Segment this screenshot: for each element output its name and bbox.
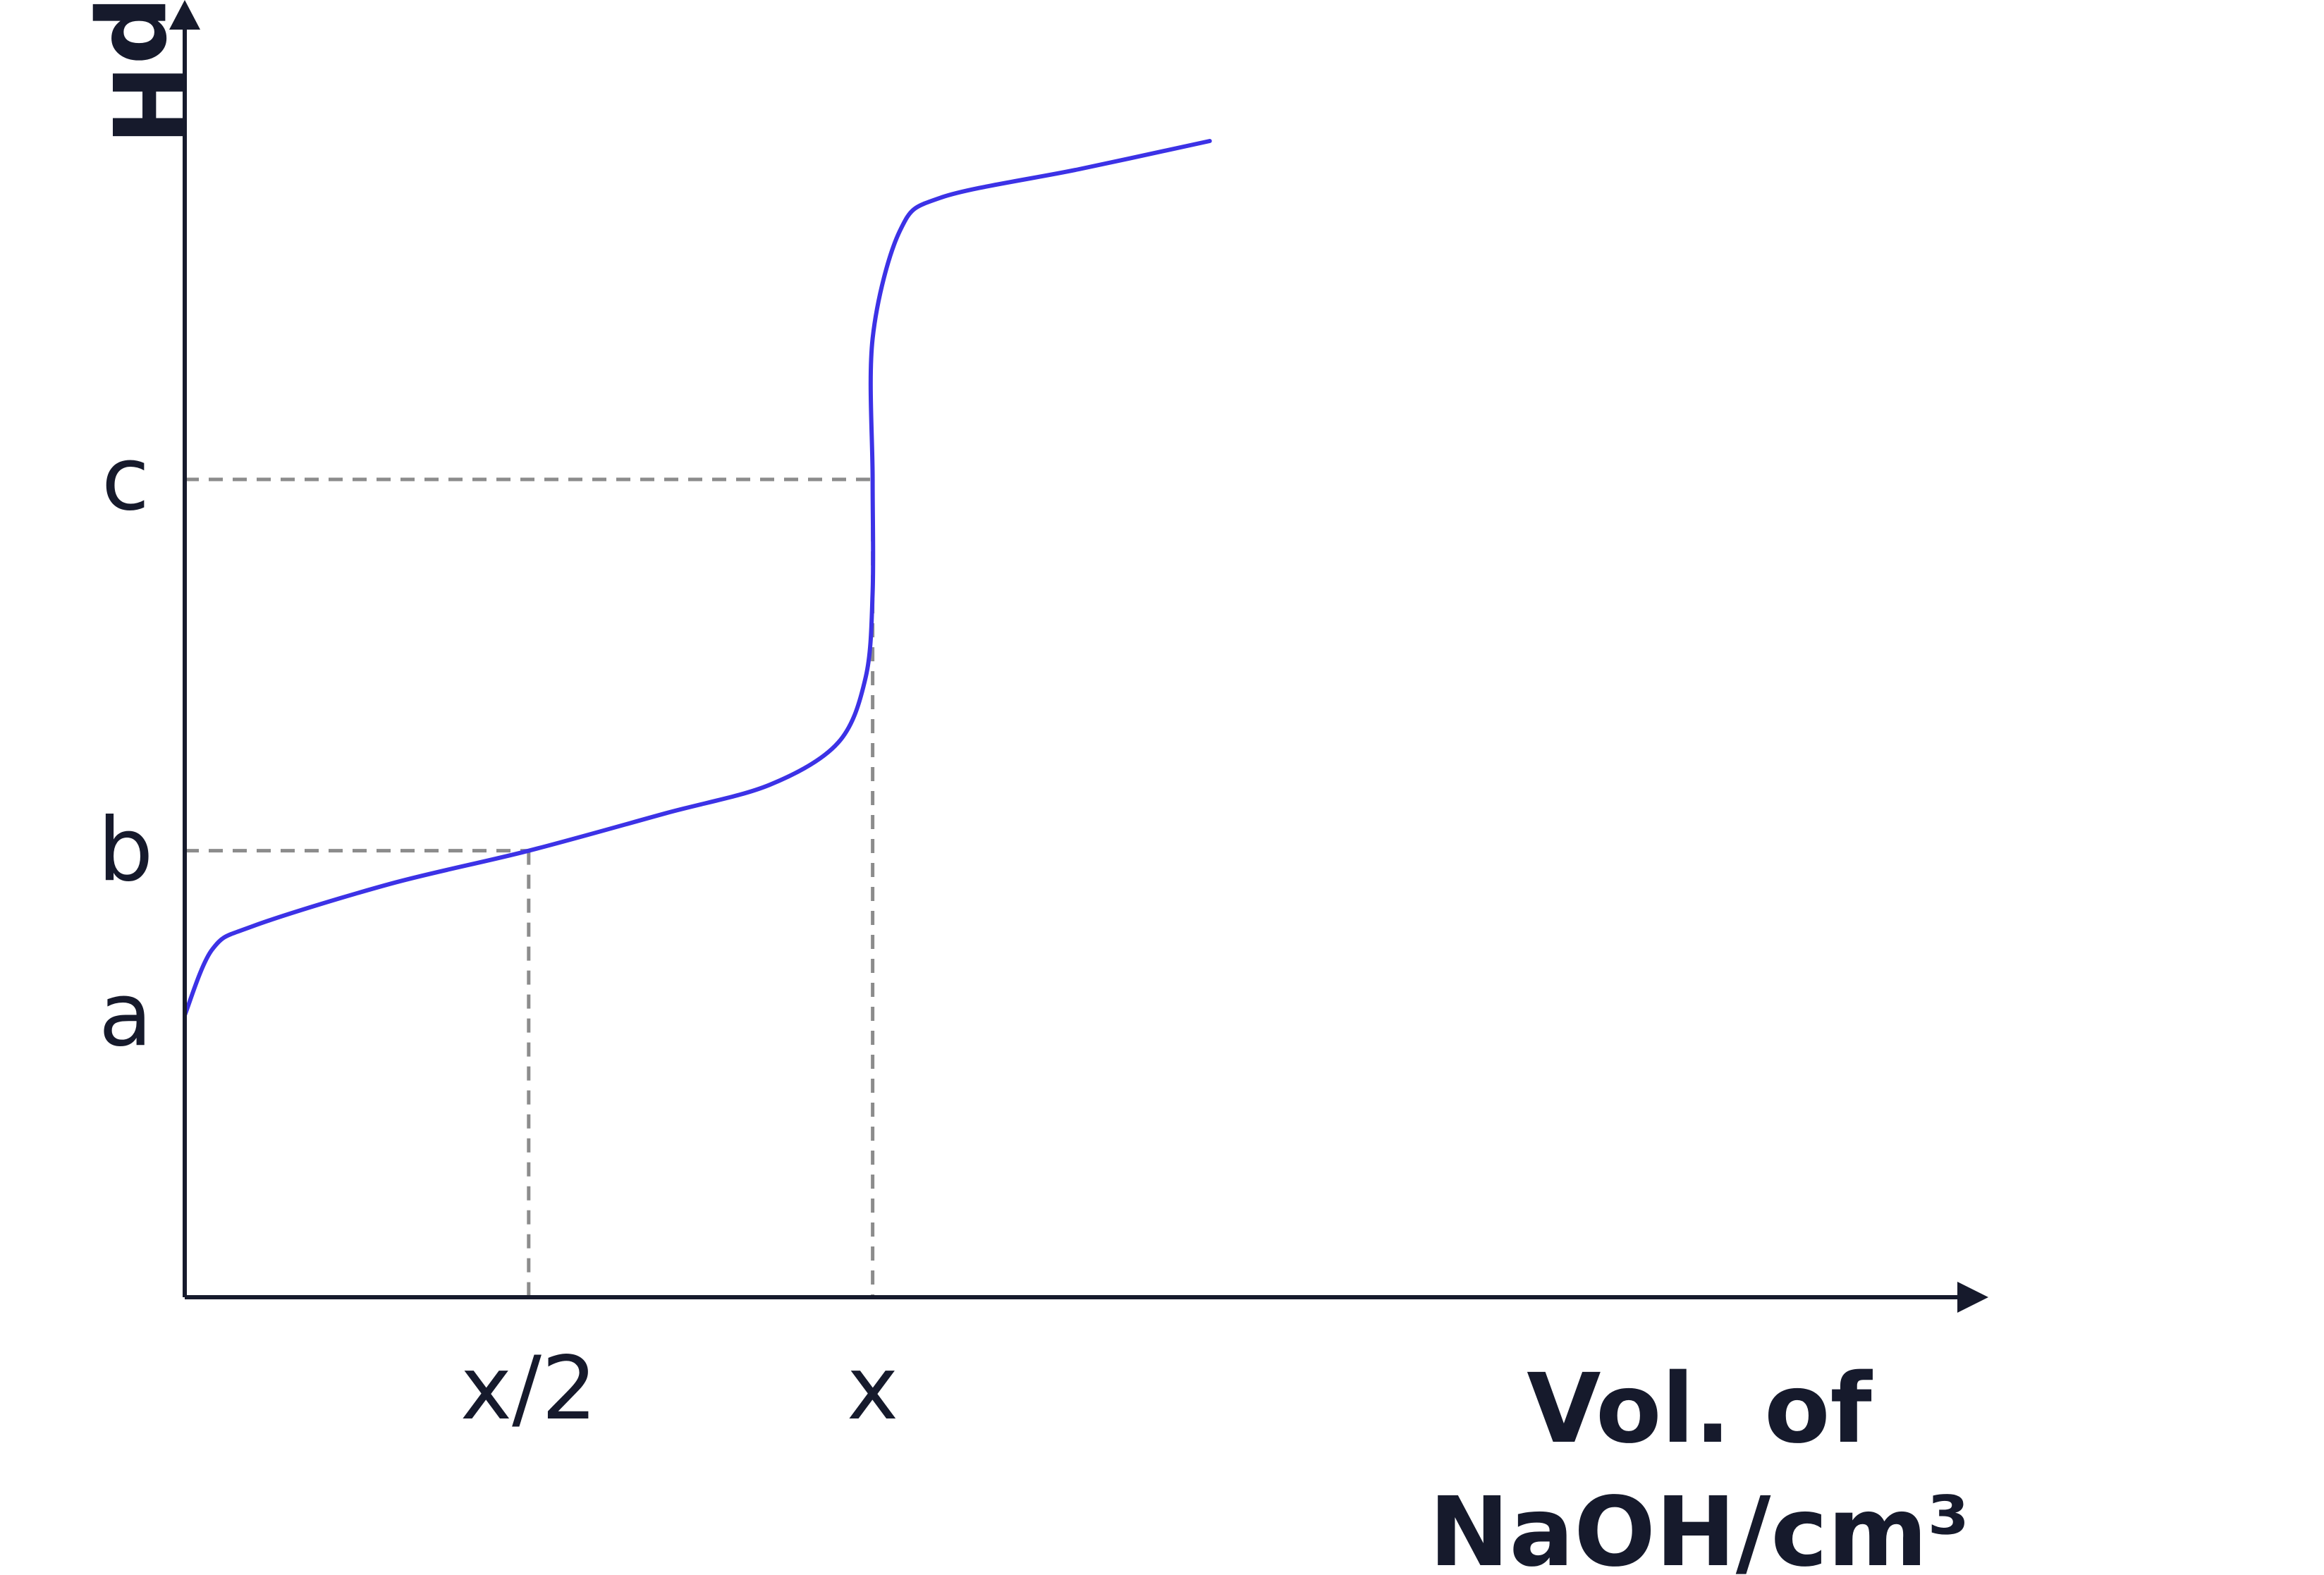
x-tick-label: x/2	[460, 1338, 597, 1440]
titration-curve	[183, 139, 1212, 1017]
axes	[169, 0, 1988, 1313]
x-axis-title-line-2: NaOH/cm³	[1429, 1477, 1970, 1575]
x-tick-label: x	[847, 1338, 898, 1440]
x-tick-labels: x/2 x	[460, 1338, 899, 1440]
y-tick-labels: ab c	[98, 429, 154, 1066]
y-tick-label: b	[98, 800, 154, 902]
guide-lines	[185, 477, 875, 1297]
y-axis-title: pH	[90, 0, 201, 145]
y-tick-label: a	[99, 964, 152, 1066]
x-axis-title-line-1: Vol. of	[1527, 1354, 1873, 1465]
x-axis-arrow-icon	[1957, 1282, 1988, 1313]
y-axis-arrow-icon	[169, 0, 200, 30]
y-tick-label: c	[102, 429, 149, 530]
